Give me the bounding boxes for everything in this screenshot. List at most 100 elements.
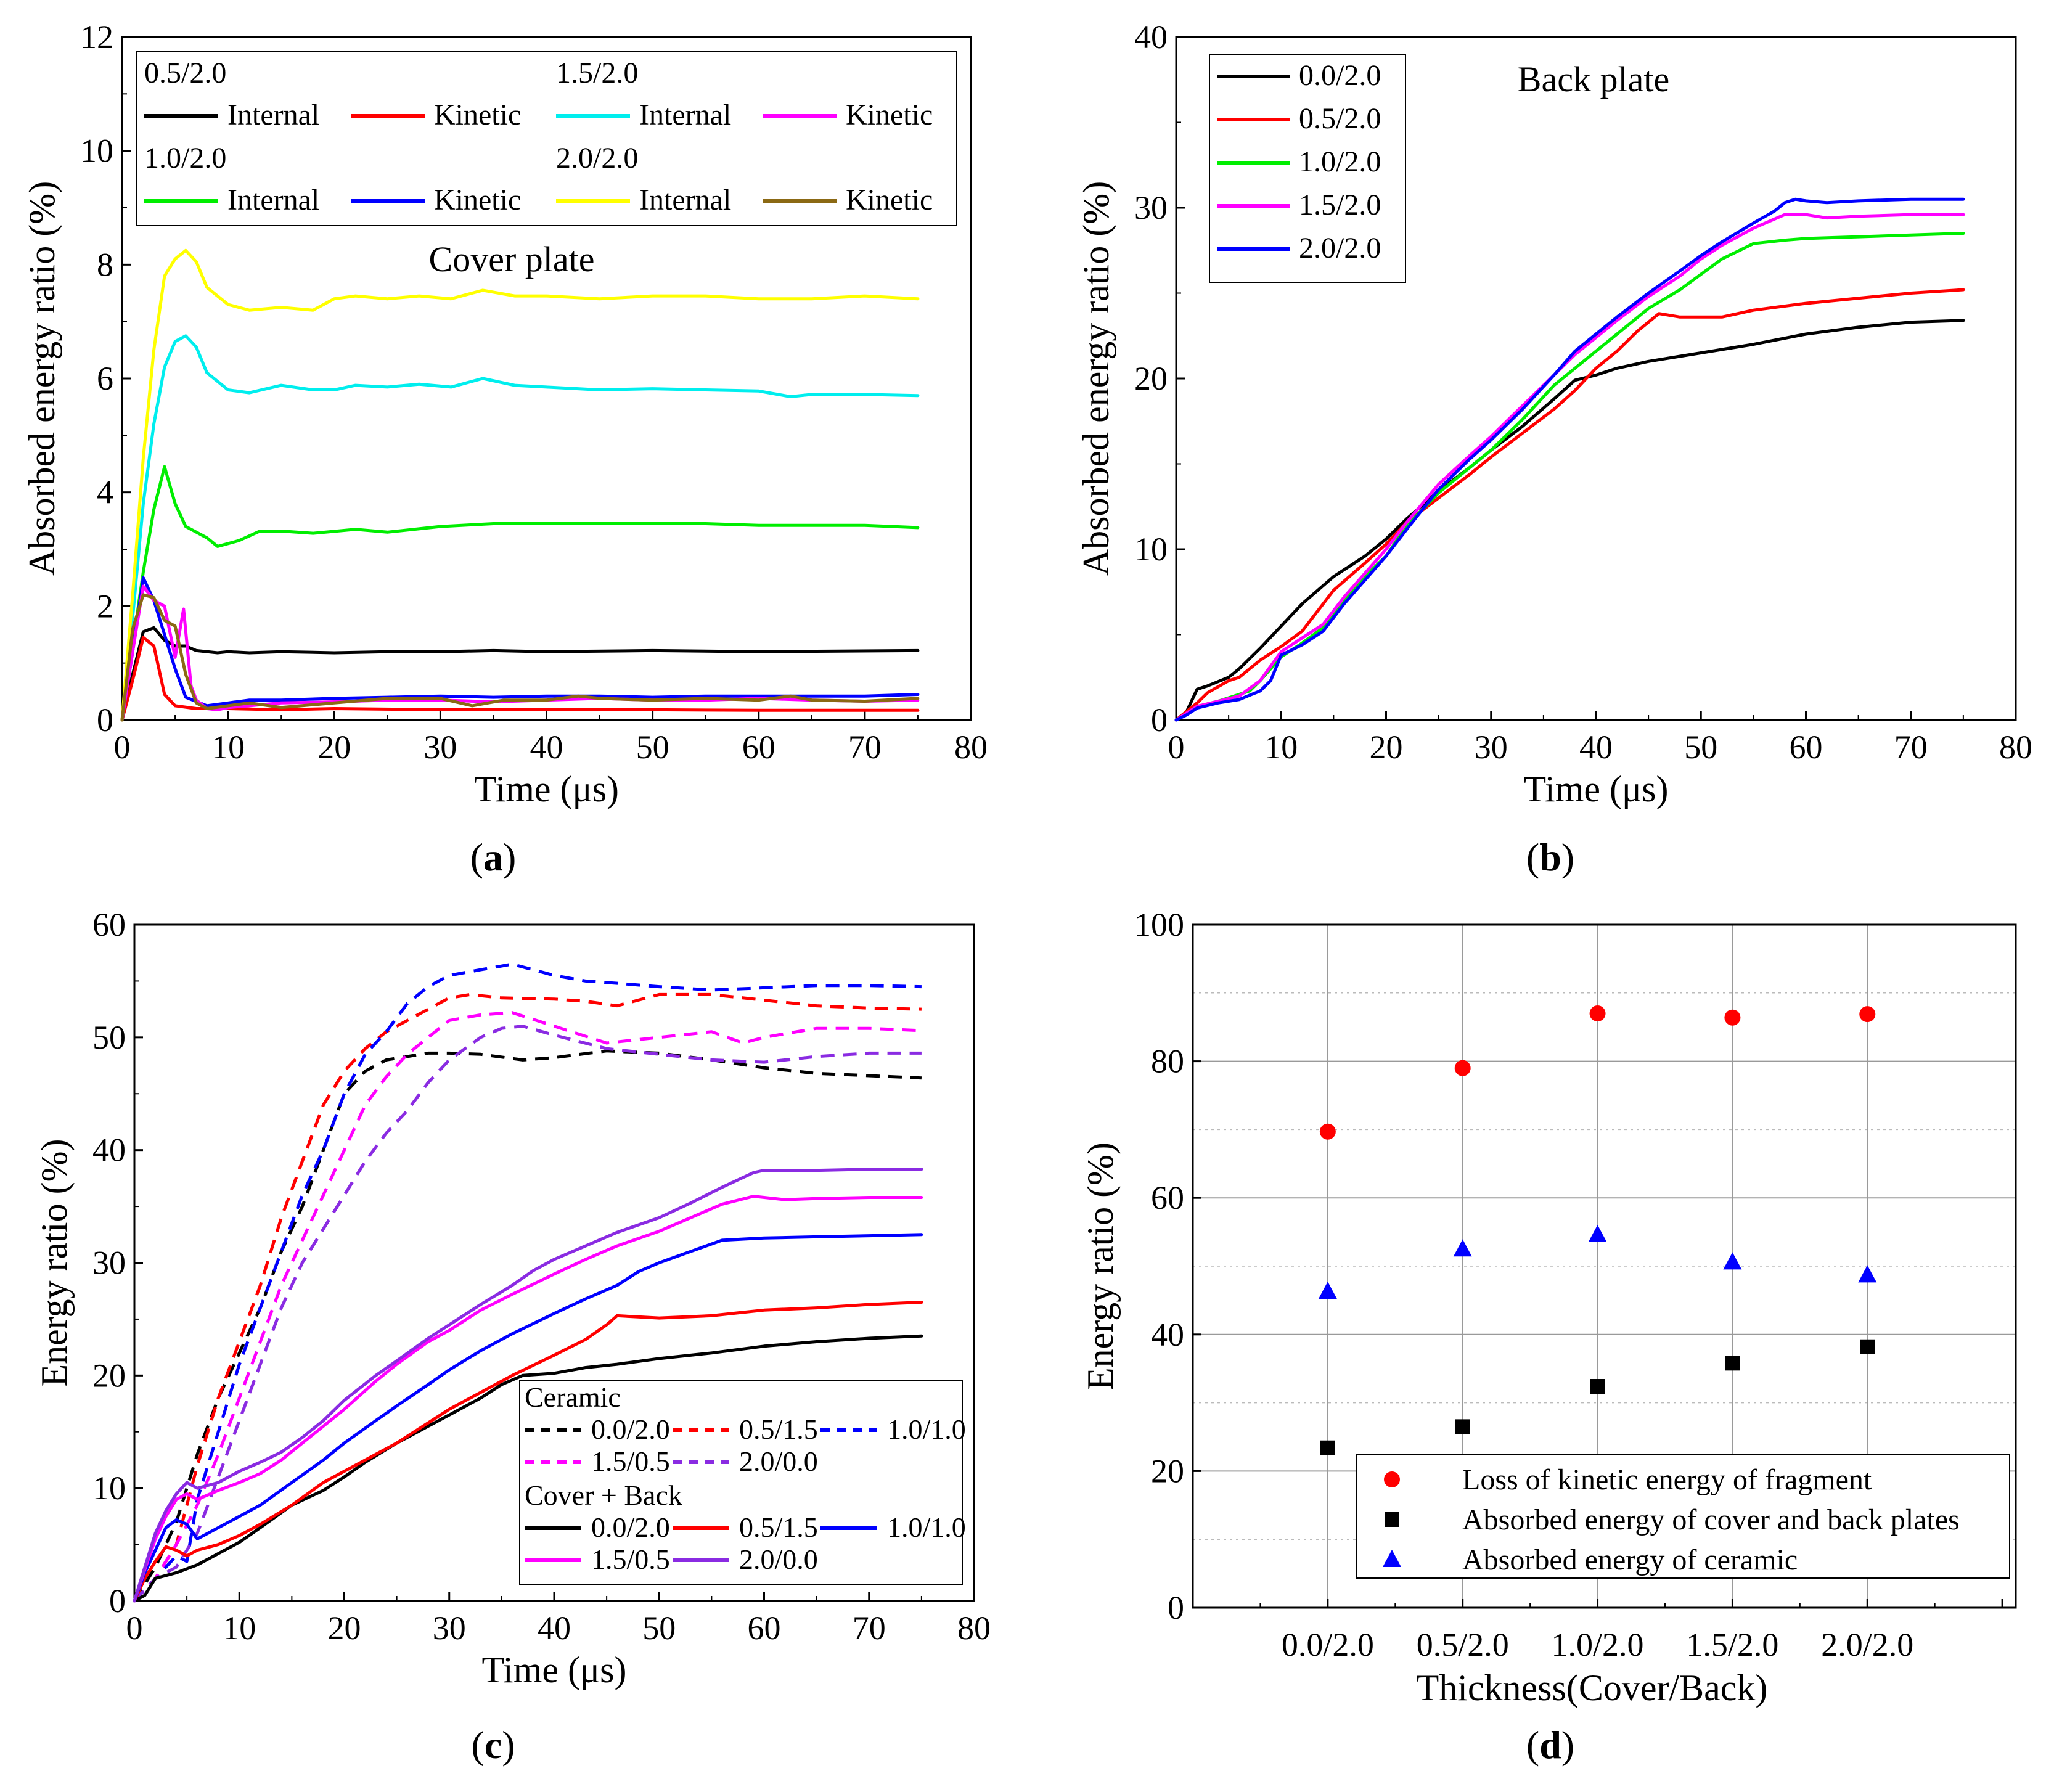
legend-entry-label: Kinetic bbox=[434, 99, 521, 131]
legend-group-label: 1.0/2.0 bbox=[144, 142, 226, 174]
legend-section-title: Ceramic bbox=[525, 1381, 621, 1413]
legend-entry-label: 0.5/1.5 bbox=[739, 1414, 818, 1445]
legend-entry-label: 2.0/0.0 bbox=[739, 1446, 818, 1477]
x-axis-label: Time (μs) bbox=[474, 769, 619, 809]
y-tick-label: 20 bbox=[92, 1357, 126, 1394]
plot-frame-d bbox=[1192, 923, 2017, 1609]
x-axis-label: Thickness(Cover/Back) bbox=[1417, 1667, 1768, 1708]
series-line-a-3 bbox=[120, 576, 920, 722]
chart-c: 0 10 20 30 40 50 60 70 80 0 10 20 30 40 50 60 Time (μs) E… bbox=[34, 906, 991, 1767]
x-tick-label: 30 bbox=[433, 1610, 466, 1647]
caption-paren: ( bbox=[1526, 1723, 1539, 1767]
series-line-a-6 bbox=[120, 248, 920, 722]
caption-paren: ( bbox=[471, 1723, 484, 1767]
caption-paren: ) bbox=[502, 1723, 515, 1767]
panel-caption-a: (a) bbox=[470, 835, 517, 879]
caption-letter: c bbox=[485, 1723, 502, 1767]
caption-paren: ) bbox=[1561, 1723, 1574, 1767]
legend-entry-label: Kinetic bbox=[846, 99, 933, 131]
panel-title-b: Back plate bbox=[1518, 59, 1669, 99]
legend-entry-label: 0.5/1.5 bbox=[739, 1512, 818, 1543]
legend-entry-label: Absorbed energy of cover and back plates bbox=[1462, 1504, 1960, 1536]
y-axis-label: Absorbed energy ratio (%) bbox=[22, 181, 62, 576]
legend-marker bbox=[1383, 1550, 1401, 1567]
legend-entry-label: Internal bbox=[227, 99, 319, 131]
x-axis-label: Time (μs) bbox=[1524, 769, 1669, 809]
x-tick-label: 80 bbox=[954, 729, 988, 766]
data-point-square bbox=[1725, 1356, 1740, 1371]
legend-entry-label: 0.0/2.0 bbox=[1299, 59, 1381, 92]
x-tick-label: 70 bbox=[853, 1610, 886, 1647]
legend-entry-label: 1.5/2.0 bbox=[1299, 189, 1381, 221]
data-point-triangle bbox=[1588, 1225, 1607, 1243]
series-line-c-1 bbox=[133, 992, 922, 1602]
legend-section-title: Cover + Back bbox=[525, 1479, 682, 1511]
y-tick-label: 50 bbox=[92, 1019, 126, 1056]
legend-entry-label: 0.5/2.0 bbox=[1299, 102, 1381, 135]
series-line-b-0 bbox=[1174, 319, 1965, 722]
x-tick-label: 0.5/2.0 bbox=[1417, 1626, 1509, 1663]
caption-paren: ( bbox=[1526, 835, 1539, 879]
legend-entry-label: 1.0/1.0 bbox=[887, 1414, 966, 1445]
x-tick-label: 30 bbox=[423, 729, 457, 766]
y-tick-label: 80 bbox=[1151, 1043, 1184, 1080]
data-point-triangle bbox=[1318, 1281, 1337, 1299]
legend-box-d bbox=[1356, 1454, 2010, 1579]
y-tick-label: 0 bbox=[97, 702, 113, 738]
series-line-b-4 bbox=[1174, 197, 1965, 722]
y-tick-label: 40 bbox=[1151, 1316, 1184, 1353]
x-tick-label: 0.0/2.0 bbox=[1282, 1626, 1374, 1663]
y-axis-label: Energy ratio (%) bbox=[34, 1139, 75, 1386]
legend-entry-label: 1.0/1.0 bbox=[887, 1512, 966, 1543]
legend-entry-label: Internal bbox=[227, 184, 319, 216]
series-line-c-4 bbox=[133, 1025, 922, 1602]
series-line-a-0 bbox=[120, 626, 920, 722]
data-point-circle bbox=[1724, 1009, 1741, 1026]
legend-entry-label: 2.0/2.0 bbox=[1299, 232, 1381, 264]
x-tick-label: 60 bbox=[1790, 729, 1823, 766]
series-line-c-5 bbox=[133, 1334, 923, 1603]
panel-title-a: Cover plate bbox=[429, 239, 595, 279]
x-tick-label: 10 bbox=[223, 1610, 256, 1647]
legend-entry-label: Kinetic bbox=[846, 184, 933, 216]
x-tick-label: 20 bbox=[1370, 729, 1403, 766]
y-tick-label: 10 bbox=[80, 133, 113, 170]
y-tick-label: 60 bbox=[1151, 1179, 1184, 1216]
panel-caption-d: (d) bbox=[1526, 1723, 1574, 1767]
y-tick-label: 40 bbox=[92, 1132, 126, 1169]
x-tick-label: 20 bbox=[317, 729, 351, 766]
x-tick-label: 0 bbox=[1168, 729, 1185, 766]
data-point-square bbox=[1455, 1419, 1470, 1434]
data-point-square bbox=[1860, 1339, 1875, 1354]
series-line-a-2 bbox=[120, 465, 920, 722]
caption-paren: ( bbox=[470, 835, 483, 879]
y-tick-label: 0 bbox=[1151, 702, 1168, 738]
x-tick-label: 2.0/2.0 bbox=[1821, 1626, 1913, 1663]
x-tick-label: 10 bbox=[1264, 729, 1298, 766]
y-tick-label: 10 bbox=[1134, 531, 1168, 568]
caption-paren: ) bbox=[503, 835, 516, 879]
legend-entry-label: Internal bbox=[639, 184, 731, 216]
chart-a: 0 10 20 30 40 50 60 70 80 0 2 4 6 8 10 12 Time (μs) Absor… bbox=[22, 18, 988, 879]
x-tick-label: 70 bbox=[848, 729, 882, 766]
x-tick-label: 60 bbox=[748, 1610, 781, 1647]
data-point-triangle bbox=[1723, 1252, 1742, 1270]
legend-entry-label: Absorbed energy of ceramic bbox=[1462, 1544, 1798, 1576]
legend-box-a bbox=[136, 51, 957, 226]
x-tick-label: 30 bbox=[1475, 729, 1508, 766]
legend-box-c bbox=[519, 1380, 963, 1585]
x-tick-label: 40 bbox=[1579, 729, 1613, 766]
chart-d: 0 20 40 60 80 100 0.0/2.0 0.5/2.0 1.0/2.0 1.5/2.0… bbox=[1080, 906, 2017, 1767]
caption-letter: a bbox=[483, 835, 503, 879]
y-tick-label: 2 bbox=[97, 587, 113, 624]
y-tick-label: 12 bbox=[80, 18, 113, 55]
legend-entry-label: 2.0/0.0 bbox=[739, 1544, 818, 1575]
legend-entry-label: Internal bbox=[639, 99, 731, 131]
x-tick-label: 70 bbox=[1894, 729, 1928, 766]
x-tick-label: 50 bbox=[642, 1610, 676, 1647]
panel-caption-c: (c) bbox=[471, 1723, 515, 1767]
data-point-triangle bbox=[1453, 1239, 1472, 1257]
y-tick-label: 10 bbox=[92, 1470, 126, 1507]
